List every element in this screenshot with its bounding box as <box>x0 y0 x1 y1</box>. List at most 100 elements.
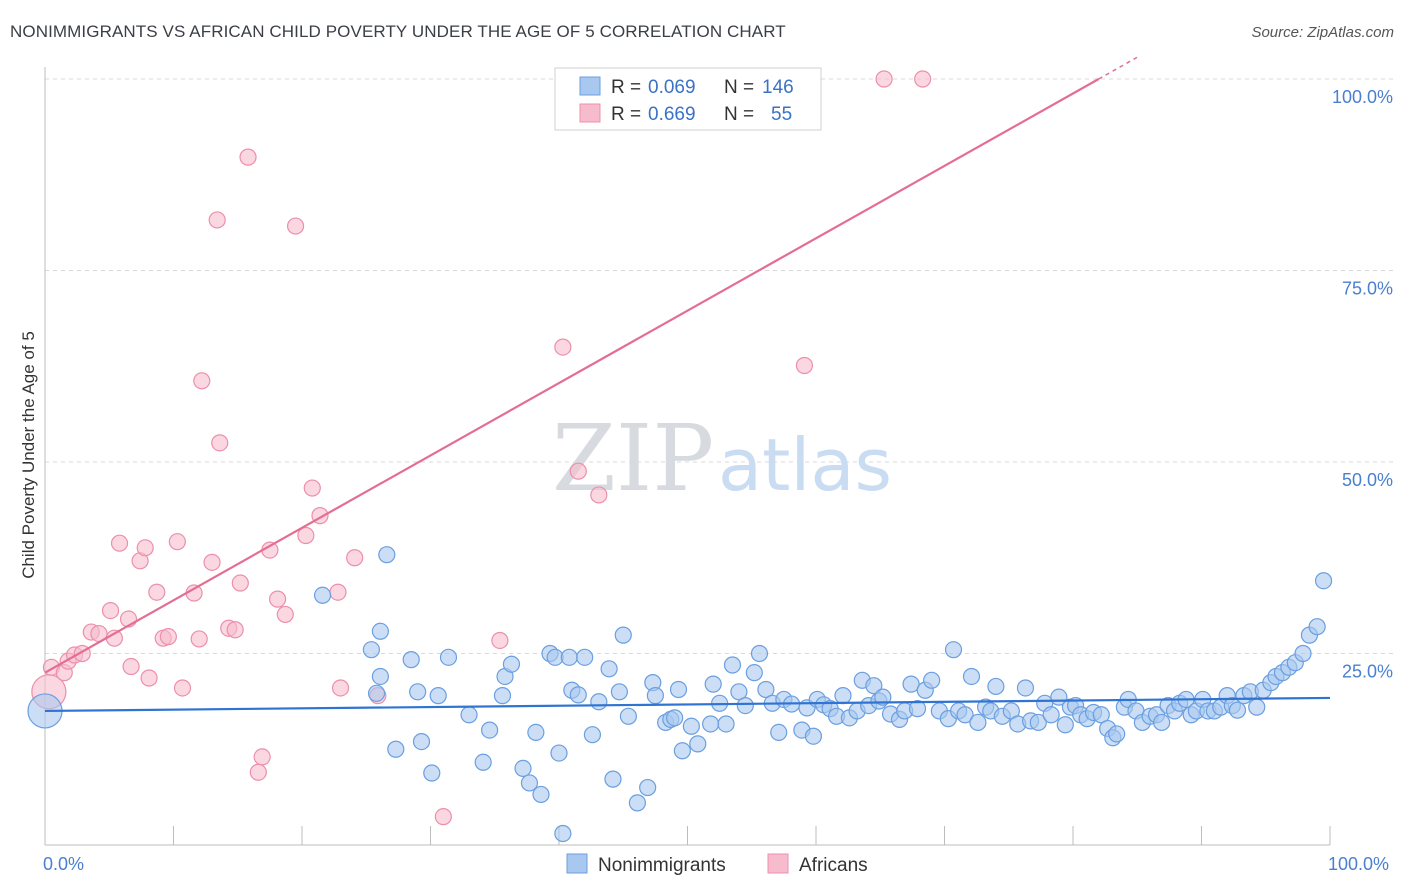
nonimmigrants-point <box>1228 701 1247 719</box>
nonimmigrants-point <box>1042 706 1060 724</box>
africans-point <box>303 479 321 497</box>
africans-point <box>569 462 587 480</box>
nonimmigrants-point <box>902 675 920 693</box>
nonimmigrants-point <box>673 742 691 760</box>
nonimmigrants-point <box>1248 698 1266 716</box>
africans-point <box>249 763 267 781</box>
africans-point <box>190 630 208 648</box>
nonimmigrants-point <box>402 651 420 669</box>
nonimmigrants-point <box>1108 725 1126 743</box>
legend-blue-n-label: N = <box>724 77 754 98</box>
legend-pink-n-label: N = <box>724 104 754 125</box>
africans-point <box>101 602 120 620</box>
nonimmigrants-point <box>689 735 707 753</box>
nonimmigrants-point <box>923 671 941 689</box>
legend-blue-n-value: 146 <box>762 77 794 98</box>
africans-point <box>226 621 244 639</box>
africans-point <box>173 679 192 697</box>
nonimmigrants-point <box>371 667 389 686</box>
africans-point <box>434 808 452 826</box>
africans-point <box>140 669 158 687</box>
nonimmigrants-point <box>412 732 431 751</box>
bottom-legend: Nonimmigrants Africans <box>566 853 868 876</box>
x-tick-label-min: 0.0% <box>43 854 84 874</box>
africans-point <box>159 628 177 646</box>
africans-point <box>346 549 364 567</box>
nonimmigrants-point <box>770 723 788 741</box>
nonimmigrants-point <box>962 667 981 686</box>
nonimmigrants-point <box>569 686 587 704</box>
nonimmigrants-point <box>669 680 688 699</box>
nonimmigrants-point <box>865 677 883 695</box>
x-tick-label-max: 100.0% <box>1328 854 1389 874</box>
y-tick-label-100: 100.0% <box>1332 87 1393 107</box>
nonimmigrants-point <box>600 660 618 678</box>
nonimmigrants-point <box>639 778 657 797</box>
africans-trend-extension <box>1098 56 1138 80</box>
nonimmigrants-point <box>387 740 405 758</box>
africans-point <box>331 679 350 697</box>
africans-point <box>148 583 166 601</box>
nonimmigrants-point <box>423 764 441 782</box>
nonimmigrants-point <box>1092 706 1110 724</box>
nonimmigrants-point <box>969 713 987 732</box>
x-tick-marks <box>44 826 1331 845</box>
africans-point <box>239 148 257 166</box>
nonimmigrants-point <box>514 759 532 778</box>
nonimmigrants-point <box>646 687 664 705</box>
africans-point <box>554 338 572 356</box>
nonimmigrants-point <box>583 726 602 744</box>
nonimmigrants-point <box>757 680 775 699</box>
nonimmigrants-point <box>1056 716 1074 734</box>
africans-point <box>795 356 814 375</box>
nonimmigrants-point <box>704 675 722 693</box>
nonimmigrants-point <box>474 753 492 771</box>
nonimmigrants-point <box>554 824 572 843</box>
y-tick-label-50: 50.0% <box>1342 470 1393 490</box>
nonimmigrants-point <box>460 706 478 724</box>
nonimmigrants-point <box>745 664 763 682</box>
nonimmigrants-point <box>378 546 396 564</box>
nonimmigrants-point <box>804 727 823 745</box>
nonimmigrants-point <box>481 721 499 739</box>
africans-point <box>110 534 129 552</box>
bottom-legend-blue-label: Nonimmigrants <box>598 855 726 876</box>
nonimmigrants-point <box>1314 572 1333 590</box>
nonimmigrants-point <box>717 715 735 733</box>
nonimmigrants-point <box>666 709 684 727</box>
legend-blue-r-label: R = <box>611 77 641 98</box>
nonimmigrants-point <box>619 707 637 725</box>
africans-point <box>268 590 287 608</box>
trend-lines <box>44 56 1331 713</box>
africans-point <box>253 748 271 766</box>
nonimmigrants-point <box>1029 713 1047 732</box>
africans-point <box>914 70 932 88</box>
africans-point <box>286 217 305 235</box>
legend-pink-r-label: R = <box>611 104 641 125</box>
africans-point <box>168 533 186 551</box>
nonimmigrants-point <box>1294 644 1312 663</box>
nonimmigrants-point <box>628 794 646 812</box>
africans-point <box>329 583 347 601</box>
nonimmigrants-point <box>560 648 578 666</box>
y-axis-label: Child Poverty Under the Age of 5 <box>19 331 38 579</box>
africans-point <box>231 574 249 592</box>
nonimmigrants-point <box>987 677 1005 696</box>
nonimmigrants-point <box>604 770 622 788</box>
bottom-legend-pink-label: Africans <box>799 855 868 876</box>
nonimmigrants-trend-line <box>44 696 1331 713</box>
nonimmigrants-point <box>1016 679 1035 697</box>
nonimmigrants-point <box>527 723 545 741</box>
legend-pink-n-value: 55 <box>771 104 792 125</box>
nonimmigrants-point <box>610 683 628 701</box>
nonimmigrants-point <box>371 622 389 640</box>
nonimmigrants-point <box>1308 618 1326 636</box>
africans-point <box>136 539 154 557</box>
nonimmigrants-point <box>493 687 512 705</box>
africans-point <box>203 553 221 571</box>
nonimmigrants-point <box>576 648 594 666</box>
africans-point <box>491 631 509 650</box>
y-tick-label-75: 75.0% <box>1342 279 1393 299</box>
nonimmigrants-point <box>409 683 427 701</box>
